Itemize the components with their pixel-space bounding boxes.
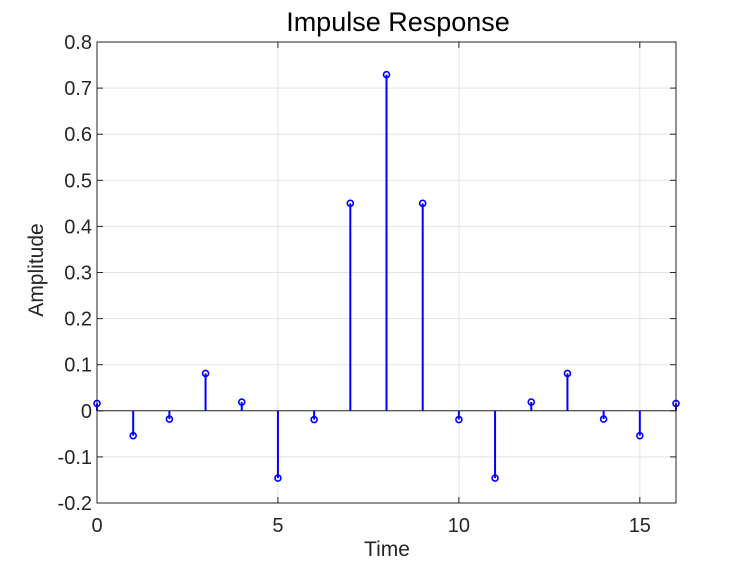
y-tick-label: 0.6 xyxy=(64,124,92,146)
label-layer: 0 5 10 15 -0.2 -0.1 0 0.1 0.2 0.3 0.4 0.5 0.6 0.7 0.8 xyxy=(58,32,651,537)
stem-marker xyxy=(310,415,318,424)
x-tick-label: 15 xyxy=(629,515,651,537)
y-tick-label: 0.4 xyxy=(64,216,92,238)
x-tick-label: 5 xyxy=(272,515,283,537)
stem-marker xyxy=(346,199,355,208)
stem-layer xyxy=(93,70,680,482)
stem-marker xyxy=(274,474,282,482)
chart-title: Impulse Response xyxy=(286,7,510,37)
y-axis-title: Amplitude xyxy=(25,223,48,316)
y-tick-label: 0.3 xyxy=(64,263,92,285)
stem-marker xyxy=(527,398,536,406)
y-tick-label: -0.1 xyxy=(58,447,92,469)
y-tick-label: 0 xyxy=(81,401,92,423)
y-tick-label: 0.7 xyxy=(64,78,92,100)
stem-marker xyxy=(418,199,427,208)
stem-marker xyxy=(455,415,463,424)
y-tick-label: 0.2 xyxy=(64,309,92,331)
x-tick-label: 10 xyxy=(448,515,470,537)
stem-marker xyxy=(491,474,499,482)
stem-marker xyxy=(165,415,174,423)
x-axis-title: Time xyxy=(364,538,410,561)
stem-marker xyxy=(237,398,246,406)
tick-layer xyxy=(96,41,676,504)
stem-marker xyxy=(636,431,644,440)
x-tick-label: 0 xyxy=(91,515,102,537)
y-tick-label: 0.1 xyxy=(64,355,92,377)
y-tick-label: 0.5 xyxy=(64,170,92,192)
stem-marker xyxy=(382,70,391,79)
stem-marker xyxy=(599,415,608,423)
stem-marker xyxy=(129,431,137,440)
y-tick-label: -0.2 xyxy=(58,493,92,515)
y-tick-label: 0.8 xyxy=(64,32,92,54)
stem-marker xyxy=(201,369,210,378)
stem-marker xyxy=(563,369,572,378)
